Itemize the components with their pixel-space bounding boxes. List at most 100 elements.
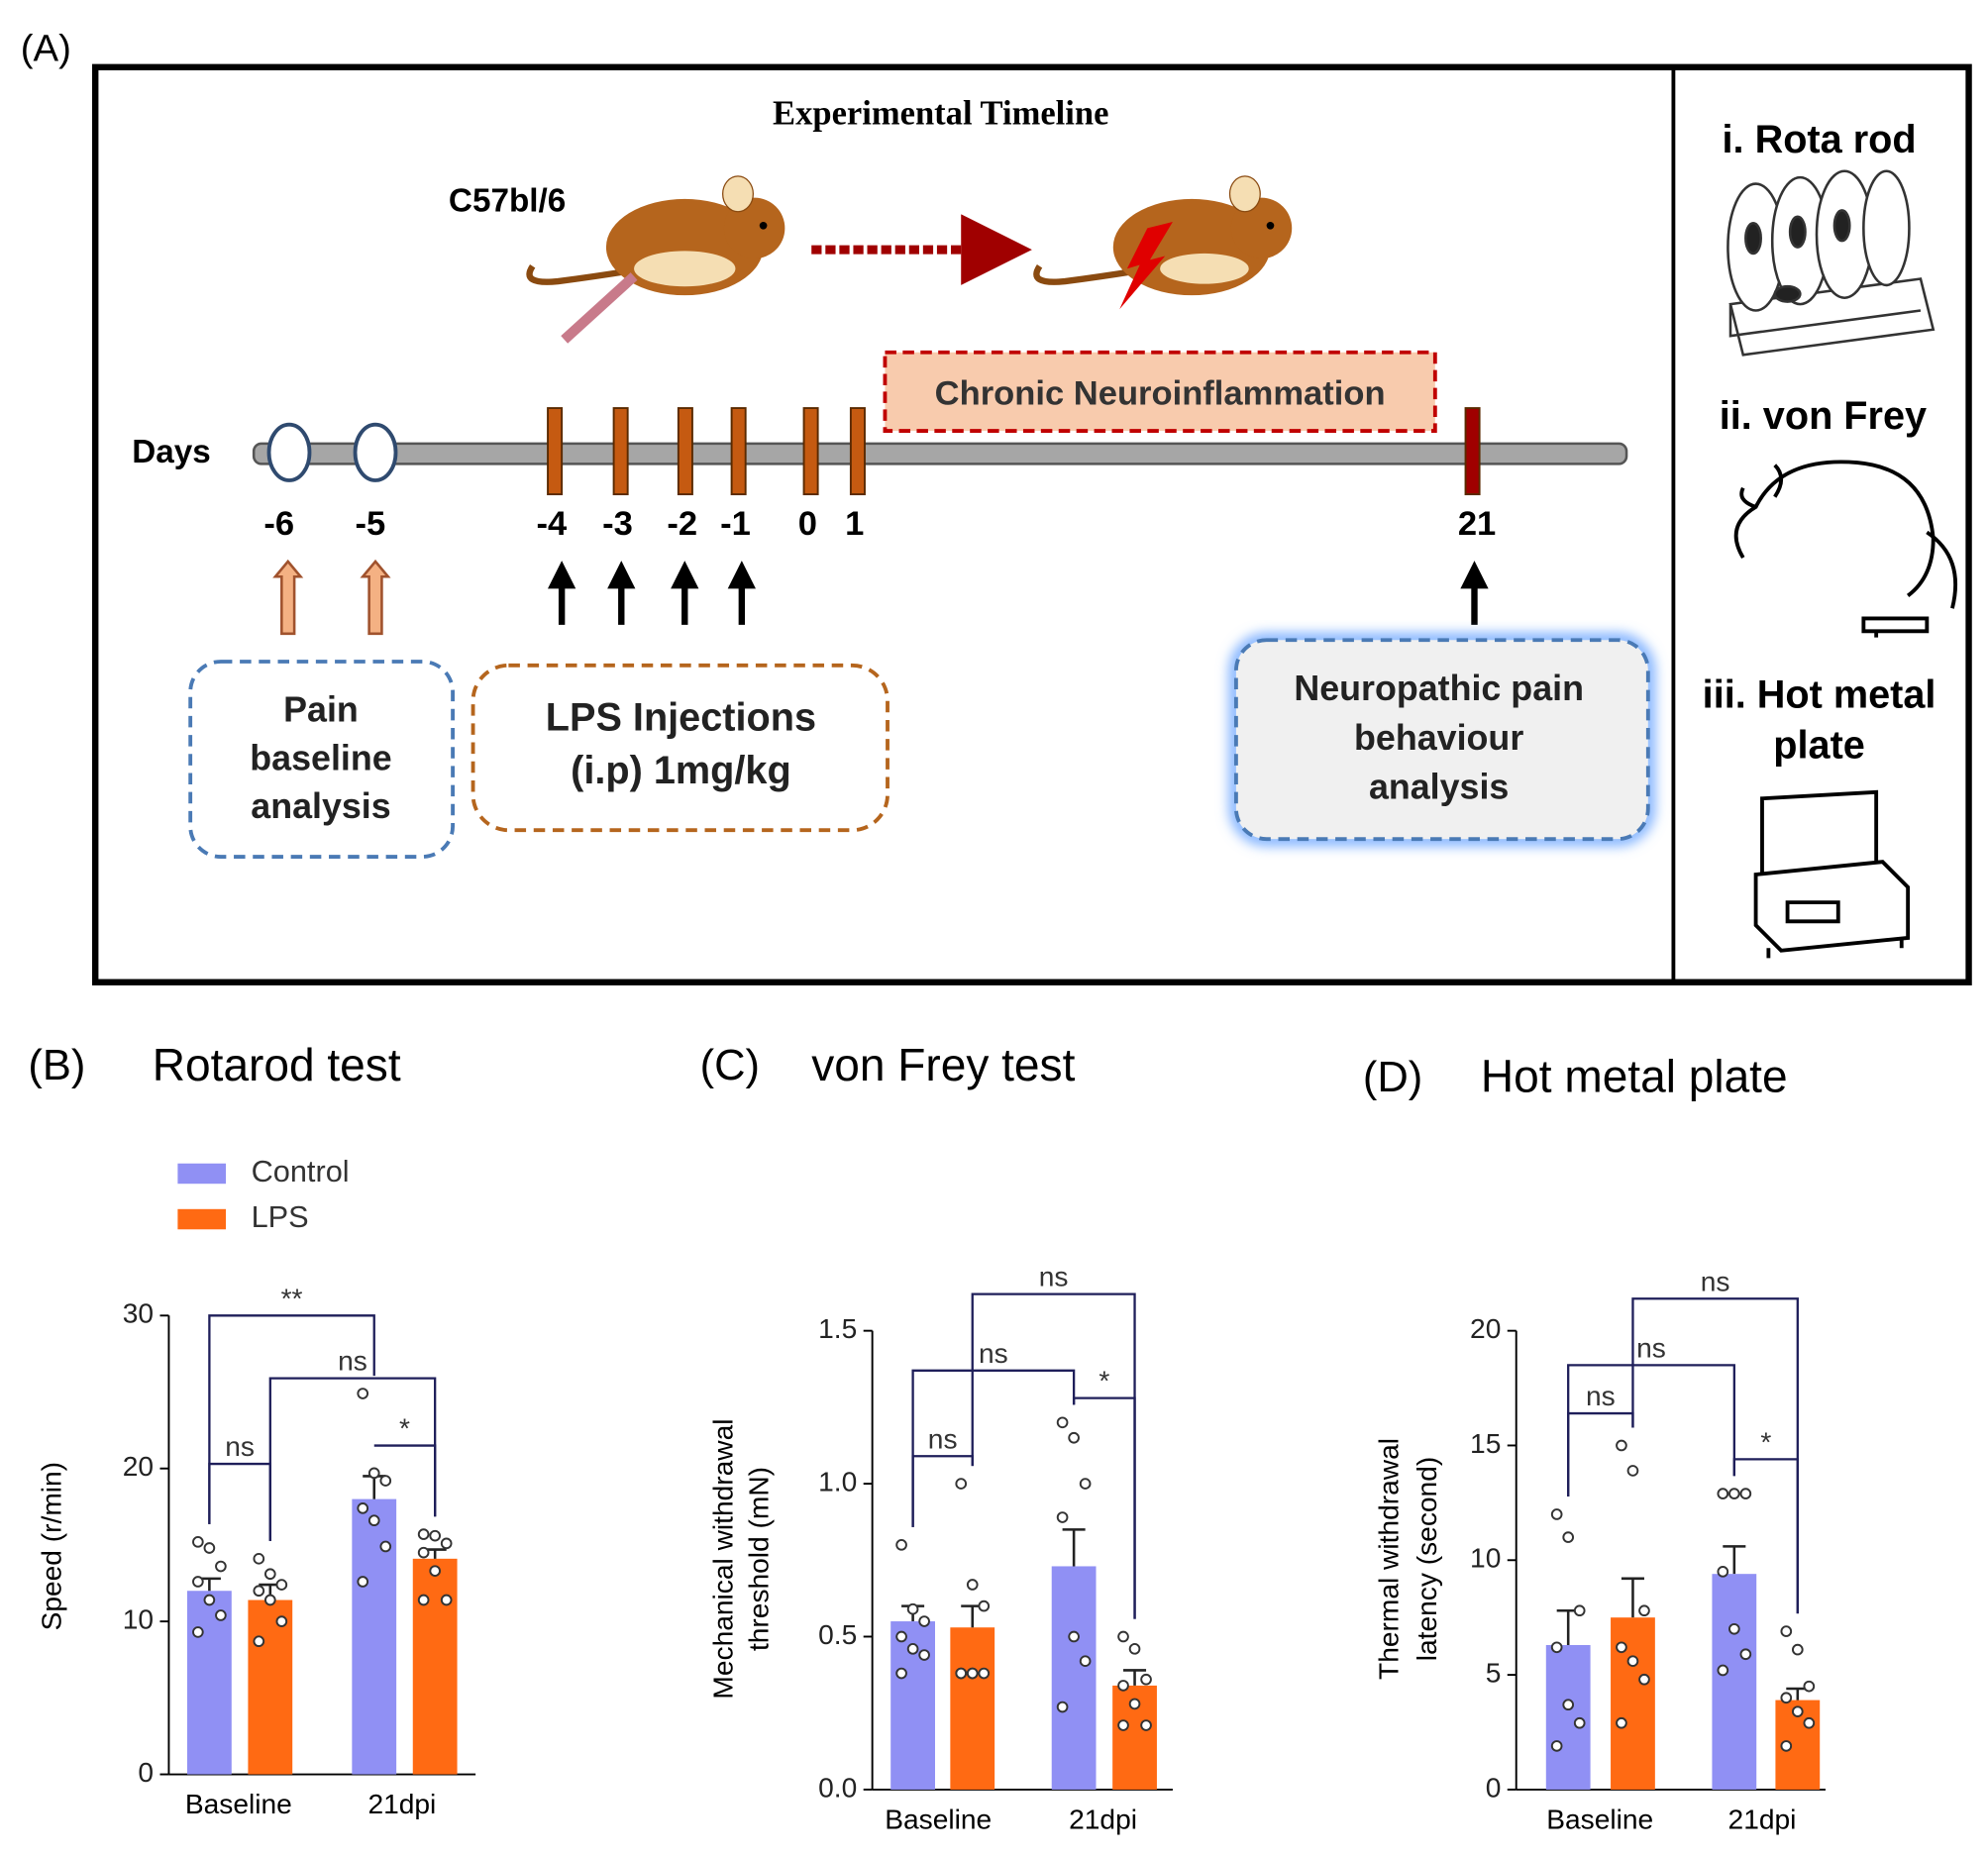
data-point (429, 1529, 441, 1542)
data-point (1117, 1719, 1129, 1731)
y-tick-label: 0 (1486, 1772, 1502, 1803)
data-point (203, 1542, 216, 1554)
significance-label: * (1099, 1366, 1109, 1396)
data-point (1068, 1431, 1080, 1444)
timeline-bar (252, 442, 1628, 465)
mouse-icon (1033, 175, 1293, 310)
day-tick (612, 407, 629, 496)
data-point (357, 1576, 369, 1588)
significance-bracket (911, 1455, 974, 1527)
data-point (1626, 1465, 1639, 1477)
legend-swatch (177, 1163, 227, 1185)
data-point (215, 1609, 227, 1621)
error-bar (1723, 1545, 1746, 1575)
y-tick-label: 30 (123, 1298, 154, 1329)
error-bar (1062, 1528, 1086, 1567)
x-tick-label: 21dpi (1069, 1804, 1137, 1834)
day-label: 1 (845, 505, 864, 543)
data-point (192, 1536, 204, 1548)
x-tick-label: Baseline (885, 1804, 992, 1834)
day-tick (1464, 407, 1481, 496)
y-tick-label: 1.5 (818, 1313, 857, 1344)
data-point (1117, 1630, 1129, 1643)
data-point (1562, 1531, 1575, 1543)
significance-bracket (373, 1444, 437, 1517)
data-point (978, 1600, 991, 1612)
data-point (1562, 1699, 1575, 1711)
box-text: baseline (250, 738, 391, 777)
data-point (379, 1540, 392, 1553)
significance-bracket (1732, 1458, 1799, 1614)
data-point (1739, 1648, 1752, 1661)
day-labels: -6 -5 -4 -3 -2 -1 0 1 21 (263, 407, 1496, 543)
data-point (918, 1649, 930, 1661)
box-text: LPS Injections (546, 695, 816, 739)
data-point (253, 1552, 265, 1565)
data-point (966, 1579, 979, 1591)
data-point (263, 1594, 276, 1606)
data-point (918, 1615, 930, 1627)
data-point (955, 1478, 968, 1490)
data-point (1791, 1643, 1804, 1656)
data-point (417, 1528, 430, 1540)
day-label: -3 (602, 505, 633, 543)
y-tick-label: 0 (138, 1757, 154, 1788)
day-label: -6 (263, 505, 294, 543)
day-tick (802, 407, 819, 496)
arrows (272, 559, 1489, 636)
data-point (1079, 1655, 1092, 1668)
data-point (895, 1667, 907, 1680)
box-text: analysis (1369, 768, 1509, 807)
bar (186, 1591, 232, 1775)
significance-label: ns (928, 1423, 958, 1454)
data-point (429, 1565, 441, 1577)
error-bar (1621, 1577, 1644, 1618)
data-point (1780, 1740, 1793, 1752)
box (1233, 638, 1650, 842)
data-point (379, 1475, 392, 1487)
y-tick-label: 1.0 (818, 1467, 857, 1497)
panel-label: (A) (21, 27, 71, 69)
data-point (1550, 1508, 1563, 1520)
error-bar (1556, 1608, 1580, 1645)
significance-bracket (1072, 1396, 1136, 1619)
charts: (B) Rotarod test Speed (r/min) 0 10 20 30 Basel… (28, 1039, 1826, 1834)
significance-bracket (1631, 1297, 1799, 1614)
bar (1545, 1644, 1591, 1790)
data-point (1616, 1716, 1627, 1729)
y-tick-label: 20 (1470, 1313, 1501, 1344)
data-point (253, 1635, 265, 1648)
data-point (895, 1539, 907, 1551)
data-point (1717, 1664, 1729, 1677)
x-tick-label: 21dpi (1728, 1804, 1797, 1834)
chart-title: Rotarod test (153, 1039, 401, 1090)
test-text: iii. Hot metal (1703, 672, 1936, 716)
significance-bracket (1567, 1411, 1634, 1497)
baseline-marker (353, 422, 398, 482)
data-point (1780, 1692, 1793, 1704)
data-point (192, 1576, 204, 1588)
data-point (1739, 1488, 1752, 1499)
box-text: Neuropathic pain (1294, 669, 1584, 708)
data-point (955, 1667, 968, 1680)
rotarod-icon (1726, 169, 1936, 357)
bar (412, 1558, 458, 1775)
data-point (1550, 1641, 1563, 1654)
test-text: ii. von Frey (1720, 394, 1927, 438)
diagram-title: Experimental Timeline (773, 95, 1108, 133)
panel-frame (92, 63, 1972, 985)
chart-title: von Frey test (811, 1039, 1075, 1090)
baseline-marker (266, 422, 312, 482)
data-point (1616, 1641, 1627, 1654)
y-axis-label: Thermal withdrawal (1373, 1438, 1404, 1680)
data-point (1626, 1655, 1639, 1668)
data-point (1803, 1680, 1816, 1693)
day-tick (677, 407, 693, 496)
data-point (417, 1546, 430, 1559)
significance-label: ** (281, 1283, 303, 1313)
day-label: -1 (720, 505, 751, 543)
test-texts: i. Rota rod ii. von Frey iii. Hot metal pla… (1703, 118, 1936, 768)
data-point (1056, 1701, 1069, 1713)
box (188, 660, 455, 859)
